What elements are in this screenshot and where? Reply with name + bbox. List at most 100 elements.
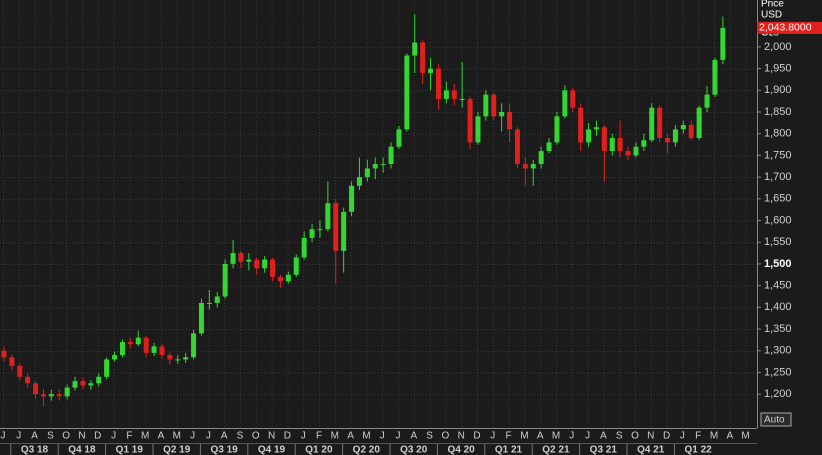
y-tick-label: 1,650	[764, 193, 792, 205]
x-tick-label: A	[600, 431, 607, 442]
candle-body	[530, 164, 536, 169]
x-tick-label: D	[473, 431, 480, 442]
candle-body	[562, 90, 568, 117]
x-tick-label: M	[331, 431, 339, 442]
x-tick-label: J	[16, 431, 21, 442]
x-tick-label: S	[616, 431, 623, 442]
candle-body	[633, 146, 639, 156]
candle-body	[538, 151, 544, 165]
candle-body	[507, 111, 513, 130]
candle-body	[143, 337, 149, 353]
candle-body	[688, 125, 694, 139]
quarter-label: Q1 20	[305, 445, 333, 455]
quarter-label: Q2 20	[353, 445, 381, 455]
quarter-label: Q3 20	[400, 445, 428, 455]
x-tick-label: N	[268, 431, 275, 442]
candle-body	[443, 90, 449, 99]
candle-body	[40, 394, 46, 397]
quarter-label: Q4 20	[447, 445, 475, 455]
candle-body	[246, 259, 252, 262]
y-tick-label: 1,700	[764, 171, 792, 183]
x-tick-label: D	[94, 431, 101, 442]
candle-body	[435, 68, 441, 99]
quarter-label: Q3 21	[590, 445, 618, 455]
candle-body	[333, 203, 339, 251]
x-tick-label: J	[190, 431, 195, 442]
header-price: Price	[761, 0, 784, 10]
candle-body	[72, 381, 78, 388]
candle-body	[428, 68, 434, 73]
auto-button-label[interactable]: Auto	[764, 415, 785, 426]
candle-body	[80, 381, 86, 386]
quarter-label: Q1 19	[116, 445, 144, 455]
y-tick-label: 1,200	[764, 388, 792, 400]
candle-body	[317, 229, 323, 231]
candle-body	[356, 177, 362, 186]
x-tick-label: J	[111, 431, 116, 442]
x-tick-label: O	[631, 431, 639, 442]
x-tick-label: J	[396, 431, 401, 442]
candle-body	[277, 276, 283, 282]
candle-body	[159, 346, 165, 356]
x-tick-label: A	[726, 431, 733, 442]
candle-body	[420, 42, 426, 73]
quarter-label: Q1 21	[495, 445, 523, 455]
candle-body	[491, 94, 497, 117]
y-tick-label: 1,250	[764, 366, 792, 378]
x-tick-label: O	[442, 431, 450, 442]
x-tick-label: D	[284, 431, 291, 442]
candle-body	[657, 107, 663, 139]
y-tick-label: 1,450	[764, 280, 792, 292]
x-tick-label: F	[695, 431, 701, 442]
candle-body	[696, 107, 702, 139]
candle-body	[112, 355, 118, 360]
candle-body	[546, 142, 552, 152]
candle-body	[617, 138, 623, 152]
candle-body	[404, 55, 410, 130]
x-tick-label: F	[316, 431, 322, 442]
candle-body	[672, 129, 678, 143]
x-tick-label: M	[552, 431, 560, 442]
candle-body	[593, 127, 599, 130]
x-tick-label: J	[680, 431, 685, 442]
x-tick-label: F	[506, 431, 512, 442]
candle-body	[459, 98, 465, 100]
x-tick-label: M	[741, 431, 749, 442]
candle-body	[325, 203, 331, 230]
candle-body	[570, 90, 576, 108]
candle-body	[262, 259, 268, 269]
candle-body	[522, 164, 528, 169]
x-tick-label: J	[206, 431, 211, 442]
candle-body	[388, 146, 394, 165]
x-tick-label: A	[158, 431, 165, 442]
auto-button[interactable]	[760, 412, 792, 427]
candle-body	[475, 116, 481, 143]
candle-body	[285, 274, 291, 282]
y-tick-label: 2,000	[764, 41, 792, 53]
x-tick-label: M	[173, 431, 181, 442]
candle-body	[364, 168, 370, 178]
candle-body	[412, 42, 418, 56]
candle-body	[25, 376, 31, 384]
candle-body	[222, 263, 228, 297]
quarter-label: Q2 19	[163, 445, 191, 455]
x-tick-label: A	[410, 431, 417, 442]
candle-body	[665, 138, 671, 143]
x-tick-label: O	[252, 431, 260, 442]
candle-body	[9, 357, 15, 366]
x-tick-label: A	[537, 431, 544, 442]
y-tick-label: 1,550	[764, 236, 792, 248]
y-tick-label: 1,600	[764, 214, 792, 226]
candle-body	[649, 107, 655, 141]
candle-body	[214, 296, 220, 303]
x-tick-label: S	[47, 431, 54, 442]
y-tick-label: 1,950	[764, 62, 792, 74]
candle-body	[641, 140, 647, 147]
x-tick-label: J	[301, 431, 306, 442]
candle-body	[230, 253, 236, 264]
candle-body	[56, 394, 62, 397]
x-tick-label: D	[663, 431, 670, 442]
candle-body	[712, 59, 718, 95]
y-tick-label: 1,400	[764, 301, 792, 313]
